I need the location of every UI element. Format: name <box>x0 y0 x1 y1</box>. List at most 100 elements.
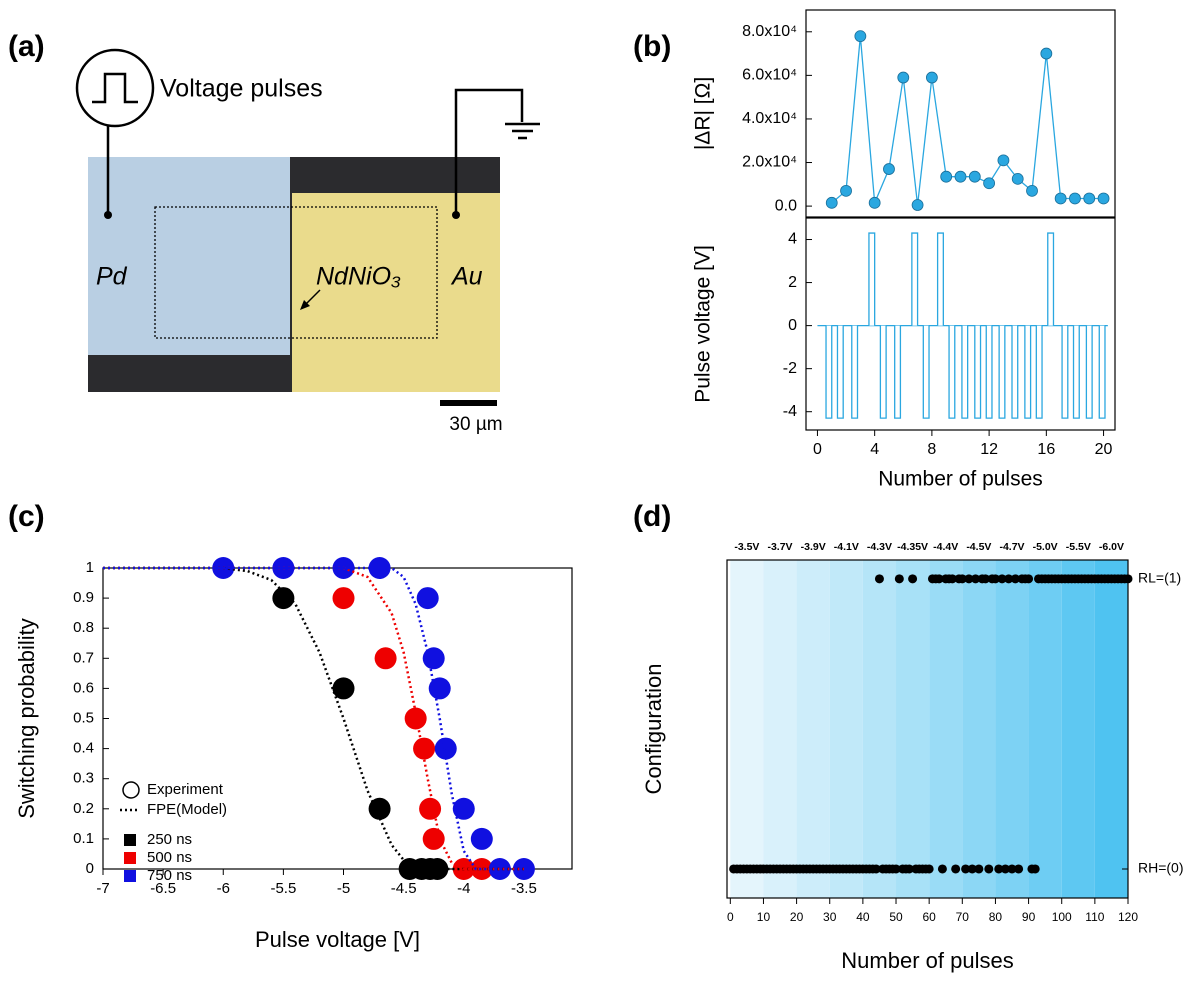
band-label: -4.5V <box>966 541 991 553</box>
y-tick-label: RL=(1) <box>1138 570 1181 586</box>
y-axis-title: Configuration <box>641 664 666 795</box>
panel-label: (d) <box>633 500 671 533</box>
data-point <box>891 864 901 874</box>
y-tick-label: 0.1 <box>73 830 94 847</box>
x-tick-label: 12 <box>980 441 998 458</box>
y-tick-label: 0.2 <box>73 800 94 817</box>
legend-swatch <box>124 852 136 864</box>
y-tick-label: 0.3 <box>73 770 94 787</box>
y-tick-label: 0 <box>788 317 797 334</box>
data-point <box>1040 47 1053 60</box>
data-point <box>990 574 1000 584</box>
device-diagram: Voltage pulses Pd NdNiO₃ Au 30 µm <box>75 48 540 435</box>
film-label: NdNiO₃ <box>316 263 401 291</box>
voltage-band <box>929 560 963 898</box>
x-tick-label: 16 <box>1037 441 1055 458</box>
data-point <box>937 864 947 874</box>
panel-label: (b) <box>633 30 671 63</box>
arrow-head <box>300 300 310 310</box>
data-point <box>1054 192 1067 205</box>
x-tick-label: 80 <box>989 910 1003 924</box>
band-label: -4.7V <box>999 541 1024 553</box>
x-tick-label: -6 <box>217 880 230 897</box>
data-point <box>997 574 1007 584</box>
voltage-pulse <box>911 232 919 326</box>
x-tick-label: -6.5 <box>150 880 176 897</box>
voltage-pulse <box>998 325 1006 419</box>
x-tick-label: -3.5 <box>511 880 537 897</box>
y-tick-label: 0.5 <box>73 709 94 726</box>
band-label: -3.5V <box>734 541 759 553</box>
x-tick-label: 60 <box>922 910 936 924</box>
legend-marker <box>122 781 140 799</box>
y-tick-label: 0.9 <box>73 589 94 606</box>
data-point <box>470 858 493 880</box>
band-label: -4.1V <box>834 541 859 553</box>
x-tick-label: 0 <box>813 441 822 458</box>
data-point <box>911 199 924 211</box>
panel-label: (c) <box>8 500 45 533</box>
data-point <box>1026 184 1038 197</box>
voltage-pulse <box>1098 325 1106 419</box>
x-axis-title: Pulse voltage [V] <box>255 927 420 952</box>
y-tick-label: 8.0x10⁴ <box>742 23 797 40</box>
voltage-band <box>1061 560 1095 898</box>
x-tick-label: -7 <box>96 880 109 897</box>
data-point <box>422 647 445 670</box>
voltage-band <box>862 560 897 898</box>
legend-label: Experiment <box>147 781 224 798</box>
x-tick-label: 70 <box>956 910 970 924</box>
data-point <box>1007 864 1017 874</box>
x-tick-label: 0 <box>727 910 734 924</box>
y-tick-label: 2.0x10⁴ <box>742 154 797 171</box>
y-tick-label: 2 <box>788 274 797 291</box>
data-line <box>831 36 1104 206</box>
data-point <box>422 827 445 850</box>
data-point <box>1004 574 1014 584</box>
data-point <box>470 827 493 850</box>
y-tick-label: 4.0x10⁴ <box>742 110 797 127</box>
source-label: Voltage pulses <box>160 75 323 103</box>
legend-swatch <box>124 870 136 882</box>
band-label: -4.3V <box>867 541 892 553</box>
data-point <box>897 71 910 84</box>
data-point <box>1011 172 1024 185</box>
model-curve <box>103 566 524 871</box>
data-point <box>904 864 914 874</box>
voltage-band <box>796 560 830 898</box>
x-tick-label: 8 <box>927 441 936 458</box>
data-point <box>272 587 295 610</box>
legend-label: FPE(Model) <box>147 801 227 818</box>
data-point <box>951 864 961 874</box>
voltage-pulse <box>894 325 902 419</box>
data-point <box>825 196 838 209</box>
data-point <box>374 647 397 670</box>
voltage-pulse <box>922 325 930 419</box>
data-point <box>1000 864 1010 874</box>
voltage-pulse <box>1047 232 1055 326</box>
data-point <box>997 154 1010 167</box>
x-tick-label: 10 <box>757 910 771 924</box>
voltage-pulse <box>851 325 859 419</box>
data-point <box>1030 864 1040 874</box>
data-point <box>961 864 971 874</box>
plot-frame <box>102 567 573 870</box>
data-point <box>871 864 881 874</box>
x-axis-title: Number of pulses <box>878 468 1043 491</box>
plot-frame <box>805 217 1116 431</box>
voltage-pulse <box>1011 325 1019 419</box>
data-point <box>947 574 957 584</box>
model-curve <box>103 566 524 871</box>
data-point <box>940 170 953 183</box>
x-tick-label: 30 <box>823 910 837 924</box>
y-tick-label: 6.0x10⁴ <box>742 67 797 84</box>
x-tick-label: -4.5 <box>391 880 417 897</box>
data-point <box>1097 192 1110 205</box>
x-tick-label: 20 <box>1095 441 1113 458</box>
data-point <box>967 864 977 874</box>
voltage-pulse <box>974 325 982 419</box>
legend-label: 250 ns <box>147 831 192 848</box>
data-point <box>332 587 355 610</box>
y-tick-label: 0 <box>86 860 94 877</box>
voltage-pulse <box>836 325 844 419</box>
